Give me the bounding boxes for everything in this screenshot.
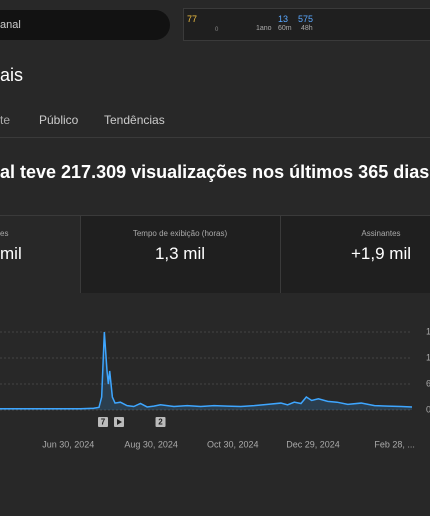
play-icon: [117, 419, 122, 425]
tab[interactable]: Tendências: [104, 113, 165, 127]
line: [0, 331, 413, 410]
search-text: anal: [0, 19, 21, 31]
stat-label: 48h: [301, 25, 313, 32]
annotation-label: 2: [158, 418, 163, 427]
stat-label: 1ano: [256, 25, 272, 32]
card-label: Assinantes: [361, 229, 401, 238]
stat-label: 60m: [278, 25, 292, 32]
page-title: ais: [0, 65, 24, 85]
card-sep: [80, 215, 81, 293]
card-top: [0, 215, 430, 216]
card-value: mil: [0, 244, 22, 263]
stat-sub: 0: [215, 27, 219, 33]
cards-row: [80, 215, 430, 293]
area: [0, 332, 412, 410]
y-tick-label: 0: [426, 404, 430, 414]
tab[interactable]: Público: [39, 113, 79, 127]
y-tick-label: 1: [426, 352, 430, 362]
annotation-label: 7: [101, 418, 106, 427]
card-sep: [280, 215, 281, 293]
card-value: +1,9 mil: [351, 244, 411, 263]
search-box[interactable]: [0, 10, 170, 40]
card-label: Tempo de exibição (horas): [132, 229, 228, 238]
y-tick-label: 1: [426, 326, 430, 336]
stat: 575: [298, 14, 314, 24]
x-tick-label: Dec 29, 2024: [286, 439, 340, 449]
tab[interactable]: te: [0, 113, 11, 127]
card-label: es: [0, 229, 9, 238]
stats-box: [183, 8, 430, 41]
annotation-badge: [98, 417, 108, 427]
headline: al teve 217.309 visualizações nos último…: [0, 162, 430, 182]
x-tick-label: Jun 30, 2024: [42, 439, 94, 449]
divider: [0, 137, 430, 138]
x-tick-label: Oct 30, 2024: [207, 439, 259, 449]
x-tick-label: Feb 28, ...: [374, 439, 415, 449]
y-tick-label: 6: [426, 378, 430, 388]
x-tick-label: Aug 30, 2024: [124, 439, 178, 449]
annotation-badge: [155, 417, 166, 427]
card-value: 1,3 mil: [154, 244, 206, 263]
stat: 13: [278, 14, 289, 24]
stat: 77: [187, 14, 198, 24]
